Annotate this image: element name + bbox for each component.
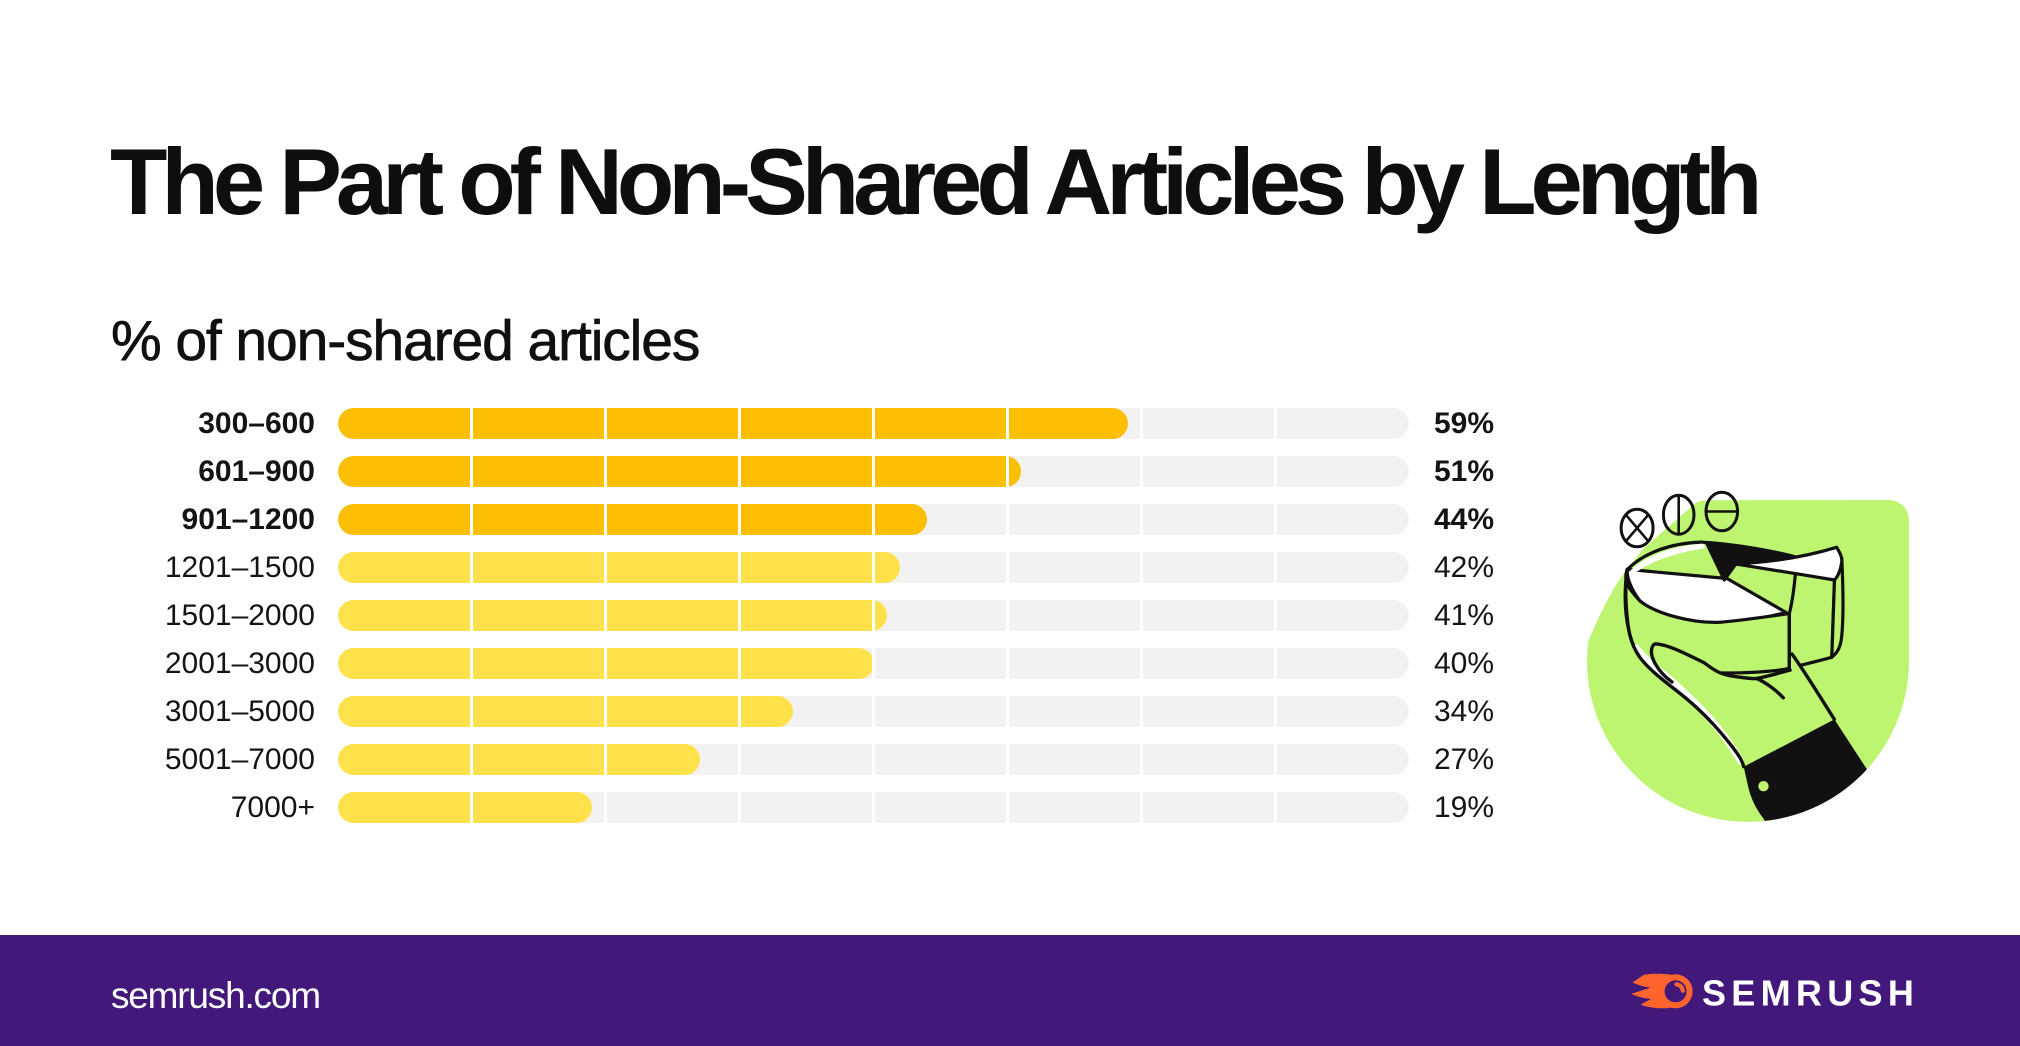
- svg-text:SEMRUSH: SEMRUSH: [1702, 973, 1919, 1014]
